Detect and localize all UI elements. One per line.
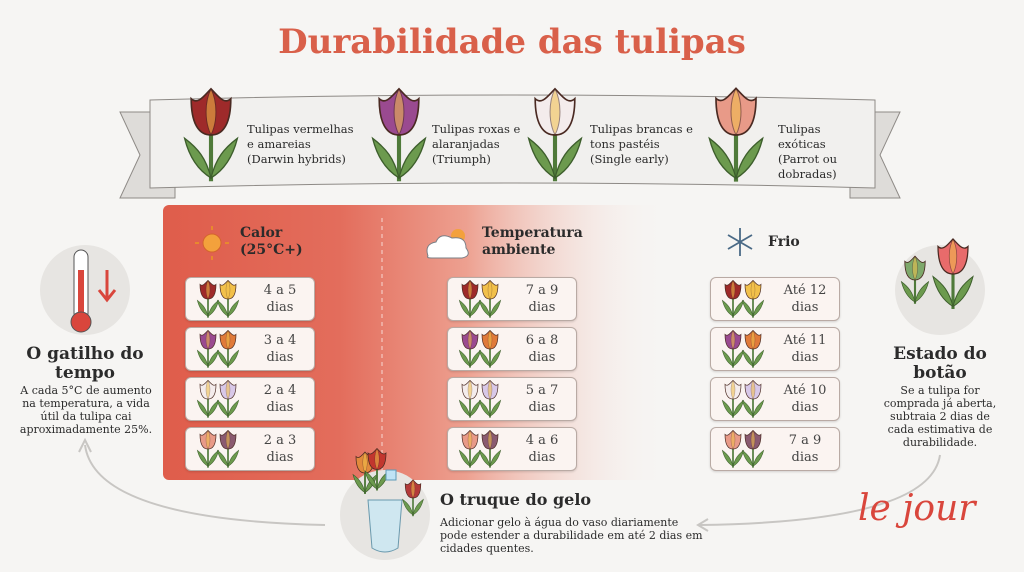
condition-label: Frio [768,234,800,250]
duration-text: 6 a 8 dias [525,333,559,365]
variety: Tulipas exóticas (Parrot ou dobradas) [778,122,848,182]
duration-text: 4 a 5 dias [263,283,297,315]
variety-type: (Darwin hybrids) [247,152,346,166]
variety-name: Tulipas brancas e tons pastéis [590,122,693,151]
duration-text: 4 a 6 dias [525,433,559,465]
variety-name: Tulipas roxas e alaranjadas [432,122,521,151]
tulip-icon [721,279,765,319]
tulip-icon [196,379,240,419]
variety-type: (Triumph) [432,152,491,166]
panel-title: Estado do botão [893,344,987,383]
tulip-icon [721,429,765,469]
duration-cell: Até 11 dias [710,327,840,371]
tip-title: O truque do gelo [440,490,592,509]
duration-text: 2 a 3 dias [263,433,297,465]
duration-cell: 4 a 5 dias [185,277,315,321]
tulip-icon [196,429,240,469]
duration-text: 3 a 4 dias [263,333,297,365]
panel-text: Se a tulipa for comprada já aberta, subt… [883,384,997,449]
tulip-icon [196,329,240,369]
condition-label: Temperatura ambiente [482,225,583,258]
duration-cell: 5 a 7 dias [447,377,577,421]
duration-cell: 3 a 4 dias [185,327,315,371]
tulip-icon [196,279,240,319]
tulip-icon [458,329,502,369]
condition-label: Calor (25°C+) [240,225,303,258]
duration-cell: Até 12 dias [710,277,840,321]
tulip-icon [721,379,765,419]
duration-cell: 6 a 8 dias [447,327,577,371]
duration-text: Até 12 dias [783,283,827,315]
duration-text: 5 a 7 dias [525,383,559,415]
duration-text: Até 10 dias [783,383,827,415]
logo: le jour [858,488,976,529]
variety: Tulipas vermelhas e amareias (Darwin hybr… [247,122,357,167]
variety-type: (Parrot ou dobradas) [778,152,838,181]
tulip-icon [458,279,502,319]
variety: Tulipas brancas e tons pastéis (Single ea… [590,122,695,167]
panel-title: O gatilho do tempo [26,344,144,383]
variety-type: (Single early) [590,152,669,166]
tulip-icon [458,429,502,469]
variety-name: Tulipas vermelhas e amareias [247,122,354,151]
tip-text: Adicionar gelo à água do vaso diariament… [440,516,703,555]
duration-cell: 7 a 9 dias [710,427,840,471]
duration-text: Até 11 dias [783,333,827,365]
duration-cell: 2 a 3 dias [185,427,315,471]
variety: Tulipas roxas e alaranjadas (Triumph) [432,122,527,167]
duration-cell: 4 a 6 dias [447,427,577,471]
duration-cell: 7 a 9 dias [447,277,577,321]
duration-text: 2 a 4 dias [263,383,297,415]
duration-text: 7 a 9 dias [788,433,822,465]
tulip-icon [458,379,502,419]
duration-text: 7 a 9 dias [525,283,559,315]
tulip-icon [721,329,765,369]
panel-text: A cada 5°C de aumento na temperatura, a … [19,384,153,436]
variety-name: Tulipas exóticas [778,122,826,151]
title: Durabilidade das tulipas [278,22,746,62]
duration-cell: 2 a 4 dias [185,377,315,421]
duration-cell: Até 10 dias [710,377,840,421]
